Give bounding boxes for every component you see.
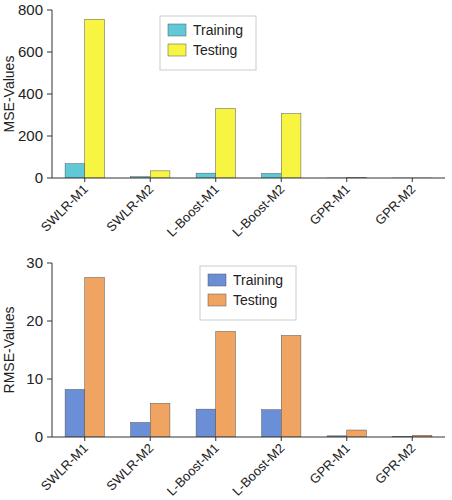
bar (196, 173, 216, 178)
x-tick (215, 437, 216, 441)
x-tick (84, 178, 85, 182)
x-tick-label: GPR-M2 (372, 441, 418, 487)
y-axis (52, 10, 53, 178)
chart: 0200400600800MSE-ValuesSWLR-M1SWLR-M2L-B… (1, 1, 445, 240)
y-tick (47, 178, 52, 179)
chart: 0102030RMSE-ValuesSWLR-M1SWLR-M2L-Boost-… (1, 254, 445, 499)
y-tick (47, 437, 52, 438)
y-tick (47, 136, 52, 137)
x-tick-label: GPR-M2 (372, 182, 418, 228)
y-tick (47, 10, 52, 11)
y-tick (47, 379, 52, 380)
x-tick (412, 178, 413, 182)
legend-box (200, 266, 296, 320)
x-tick-label: GPR-M1 (307, 182, 353, 228)
y-tick (47, 263, 52, 264)
legend-swatch (168, 44, 186, 56)
x-tick-label: L-Boost-M2 (229, 182, 287, 240)
x-tick (346, 178, 347, 182)
y-tick-label: 0 (35, 169, 43, 186)
x-axis (52, 178, 445, 179)
x-tick (346, 437, 347, 441)
y-tick-label: 30 (26, 254, 43, 271)
y-tick-label: 800 (18, 1, 43, 18)
y-tick-label: 20 (26, 312, 43, 329)
x-tick (215, 178, 216, 182)
legend-swatch (168, 24, 186, 36)
bar (65, 164, 85, 178)
x-tick (412, 437, 413, 441)
x-tick (150, 178, 151, 182)
y-tick (47, 321, 52, 322)
y-tick-label: 0 (35, 428, 43, 445)
x-tick-label: SWLR-M1 (38, 182, 91, 235)
legend: Training Testing (160, 16, 256, 70)
bars (65, 278, 432, 438)
x-tick (84, 437, 85, 441)
y-tick (47, 94, 52, 95)
bar (131, 423, 151, 438)
legend-swatch (208, 294, 226, 306)
bar (281, 336, 301, 438)
figure: 0200400600800MSE-ValuesSWLR-M1SWLR-M2L-B… (0, 0, 452, 500)
bar (347, 430, 367, 437)
legend-box (160, 16, 256, 70)
legend: Training Testing (200, 266, 296, 320)
legend-label: Testing (233, 292, 277, 308)
legend-label: Testing (193, 42, 237, 58)
bar (196, 409, 216, 437)
y-tick-label: 10 (26, 370, 43, 387)
x-tick-label: SWLR-M2 (103, 182, 156, 235)
bar (65, 389, 85, 437)
y-axis (52, 263, 53, 437)
bar (85, 278, 105, 438)
y-tick-label: 400 (18, 85, 43, 102)
x-tick-label: L-Boost-M1 (164, 182, 222, 240)
x-tick-label: L-Boost-M2 (229, 441, 287, 499)
x-tick-label: L-Boost-M1 (164, 441, 222, 499)
x-axis (52, 437, 445, 438)
bar (216, 331, 236, 437)
bar (150, 171, 170, 178)
bar (262, 173, 282, 178)
x-tick (281, 178, 282, 182)
legend-label: Training (193, 22, 243, 38)
chart-root: 0200400600800MSE-ValuesSWLR-M1SWLR-M2L-B… (0, 0, 452, 500)
y-tick-label: 600 (18, 43, 43, 60)
bar (216, 108, 236, 178)
bar (150, 403, 170, 437)
y-tick (47, 52, 52, 53)
y-tick-label: 200 (18, 127, 43, 144)
legend-swatch (208, 274, 226, 286)
bar (262, 410, 282, 437)
x-tick-label: GPR-M1 (307, 441, 353, 487)
bar (85, 19, 105, 178)
x-tick-label: SWLR-M1 (38, 441, 91, 494)
x-tick (150, 437, 151, 441)
y-axis-label: MSE-Values (1, 56, 17, 133)
legend-label: Training (233, 272, 283, 288)
x-tick (281, 437, 282, 441)
x-tick-label: SWLR-M2 (103, 441, 156, 494)
bar (281, 114, 301, 178)
y-axis-label: RMSE-Values (1, 307, 17, 394)
